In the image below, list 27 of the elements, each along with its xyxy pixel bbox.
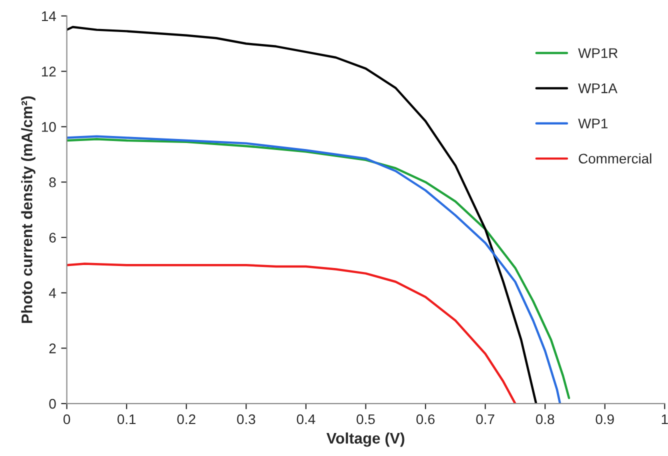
line-series [66,262,516,404]
x-tick-label: 0 [63,414,70,424]
x-tick-label: 0.4 [296,414,316,424]
y-tick-label: 10 [42,122,56,132]
x-tick-label: 0.7 [476,414,494,424]
y-tick-label: 4 [48,288,56,298]
x-tick-label: 0.9 [596,414,614,424]
x-axis-title: Voltage (V) [326,432,404,447]
x-tick-label: 1 [662,414,668,424]
y-tick-label: 8 [49,177,56,188]
legend-label: WP1R [578,48,618,58]
x-tick-label: 0.6 [416,414,435,424]
y-axis-title: Photo current density (mA/cm²) [21,96,36,323]
y-tick-label: 2 [49,344,56,354]
y-tick-label: 6 [49,232,56,243]
x-tick-label: 0.1 [117,414,136,424]
x-tick-label: 0.2 [177,414,196,424]
x-tick-label: 0.5 [356,414,375,424]
y-tick-label: 12 [42,66,56,76]
y-tick-label: 0 [49,398,56,409]
legend-label: WP1 [578,118,608,128]
y-tick-label: 14 [42,11,56,21]
line-series [66,26,538,404]
legend-label: Commercial [578,153,652,164]
x-tick-label: 0.3 [237,414,256,424]
x-tick-label: 0.8 [536,414,554,424]
legend-label: WP1A [578,84,618,94]
